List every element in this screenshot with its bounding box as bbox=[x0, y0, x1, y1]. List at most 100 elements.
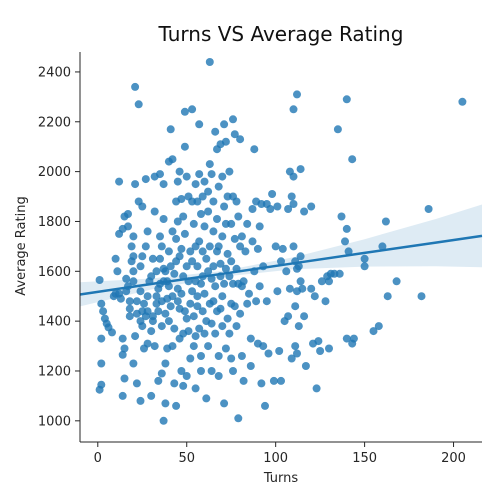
regression-line-layer bbox=[79, 234, 483, 296]
data-point bbox=[141, 175, 150, 184]
data-point bbox=[179, 212, 188, 221]
data-point bbox=[264, 349, 273, 358]
data-point bbox=[277, 376, 285, 385]
data-point bbox=[131, 332, 140, 341]
data-point bbox=[223, 314, 232, 323]
data-point bbox=[424, 205, 433, 213]
data-point bbox=[278, 244, 287, 253]
data-point bbox=[170, 379, 179, 388]
data-point bbox=[136, 262, 145, 271]
data-point bbox=[138, 252, 147, 261]
data-point bbox=[113, 267, 122, 276]
data-point bbox=[207, 319, 216, 328]
data-point bbox=[246, 334, 255, 343]
data-point bbox=[248, 205, 257, 213]
data-point bbox=[180, 229, 189, 238]
data-point bbox=[211, 282, 220, 291]
data-point bbox=[182, 172, 191, 181]
data-point bbox=[204, 342, 213, 351]
data-point bbox=[209, 297, 218, 306]
data-point bbox=[180, 142, 189, 151]
data-point bbox=[140, 299, 148, 308]
x-tick-label: 150 bbox=[352, 451, 377, 466]
ticks-layer: 0 50 100 150 200 1000 1200 1400 1600 1800 2000 2200… bbox=[38, 65, 466, 466]
data-point bbox=[209, 197, 218, 206]
data-point bbox=[342, 334, 351, 343]
data-point bbox=[122, 274, 131, 283]
data-point bbox=[214, 182, 223, 191]
data-point bbox=[218, 232, 227, 241]
data-point bbox=[172, 234, 181, 243]
data-point bbox=[335, 269, 344, 278]
data-point bbox=[261, 401, 269, 410]
data-point bbox=[197, 279, 205, 288]
data-point bbox=[173, 217, 182, 226]
data-point bbox=[296, 277, 305, 286]
data-point bbox=[195, 170, 204, 179]
data-point bbox=[166, 302, 175, 311]
data-point bbox=[150, 207, 159, 216]
data-point bbox=[198, 307, 207, 316]
data-point bbox=[282, 267, 291, 276]
data-point bbox=[341, 237, 349, 246]
points-layer bbox=[95, 58, 467, 425]
data-point bbox=[271, 242, 280, 251]
data-point bbox=[232, 322, 241, 331]
data-point bbox=[164, 247, 173, 256]
data-point bbox=[245, 289, 253, 298]
data-point bbox=[241, 247, 250, 256]
data-point bbox=[216, 304, 225, 313]
data-point bbox=[269, 376, 278, 385]
data-point bbox=[255, 222, 264, 231]
data-point bbox=[310, 292, 319, 301]
data-point bbox=[125, 304, 134, 313]
data-point bbox=[129, 277, 138, 286]
data-point bbox=[161, 359, 170, 368]
data-point bbox=[188, 287, 197, 296]
data-point bbox=[230, 234, 239, 243]
data-point bbox=[314, 337, 323, 346]
data-point bbox=[120, 374, 129, 383]
data-point bbox=[253, 244, 262, 253]
data-point bbox=[195, 120, 204, 129]
data-point bbox=[97, 299, 106, 308]
data-point bbox=[175, 252, 184, 261]
data-point bbox=[223, 249, 232, 258]
data-point bbox=[170, 324, 179, 333]
data-point bbox=[189, 342, 198, 351]
data-point bbox=[246, 362, 255, 370]
data-point bbox=[207, 367, 216, 375]
data-point bbox=[257, 379, 266, 388]
data-point bbox=[216, 259, 225, 268]
data-point bbox=[164, 282, 173, 291]
data-point bbox=[154, 376, 163, 385]
data-point bbox=[152, 292, 161, 301]
data-point bbox=[252, 297, 261, 306]
data-point bbox=[225, 167, 234, 176]
y-tick-label: 1800 bbox=[38, 215, 71, 230]
data-point bbox=[255, 282, 264, 291]
y-tick-label: 2000 bbox=[38, 165, 71, 180]
data-point bbox=[120, 344, 129, 353]
data-point bbox=[198, 247, 207, 256]
data-point bbox=[136, 287, 145, 296]
data-point bbox=[214, 352, 223, 360]
data-point bbox=[296, 252, 305, 261]
data-point bbox=[204, 187, 213, 196]
data-point bbox=[344, 247, 353, 256]
data-point bbox=[259, 342, 268, 351]
x-tick-label: 0 bbox=[94, 451, 102, 466]
data-point bbox=[294, 262, 303, 271]
data-point bbox=[211, 329, 220, 338]
data-point bbox=[161, 399, 170, 408]
data-point bbox=[262, 297, 271, 306]
data-point bbox=[150, 342, 159, 351]
data-point bbox=[289, 172, 298, 181]
data-point bbox=[200, 289, 209, 298]
data-point bbox=[132, 379, 141, 388]
data-point bbox=[129, 232, 138, 241]
data-point bbox=[392, 277, 401, 286]
data-point bbox=[273, 287, 282, 296]
data-point bbox=[374, 322, 383, 331]
data-point bbox=[218, 292, 227, 301]
